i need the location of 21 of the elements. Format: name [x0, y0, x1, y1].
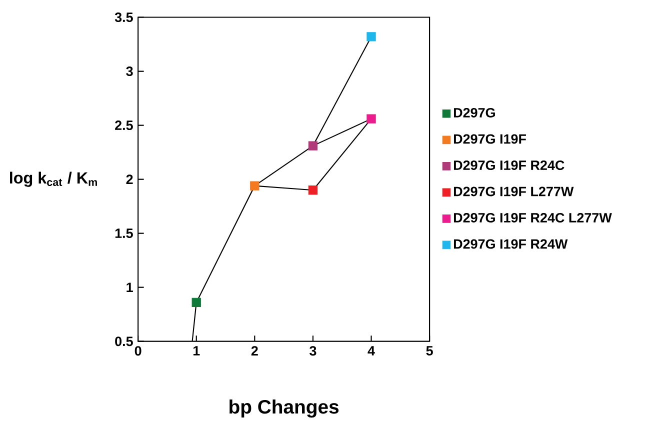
y-tick-label: 1.5	[115, 228, 133, 238]
x-tick-label: 0	[134, 346, 142, 356]
y-tick-label: 2.5	[115, 120, 133, 130]
y-tick-label: 0.5	[115, 336, 133, 346]
x-tick-label: 2	[251, 346, 258, 356]
legend-label: D297G I19F R24C	[454, 160, 564, 170]
y-tick-label: 2	[126, 174, 133, 184]
x-axis-title: bp Changes	[230, 400, 339, 418]
y-tick-label: 1	[126, 282, 133, 292]
y-tick-label: 3	[126, 66, 133, 76]
x-tick-label: 1	[193, 346, 200, 356]
x-tick-label: 3	[310, 346, 316, 356]
legend-label: D297G I19F R24W	[454, 239, 568, 249]
y-axis-title: log k$_{cat}$ / K$_{m}$	[10, 172, 97, 188]
legend-label: D297G I19F	[454, 134, 526, 144]
x-tick-label: 5	[426, 346, 433, 356]
y-tick-label: 3.5	[114, 12, 133, 22]
legend-label: D297G I19F L277W	[454, 186, 574, 196]
legend-label: D297G	[454, 108, 495, 118]
legend-label: D297G I19F R24C L277W	[454, 213, 612, 223]
x-tick-label: 4	[368, 346, 375, 356]
